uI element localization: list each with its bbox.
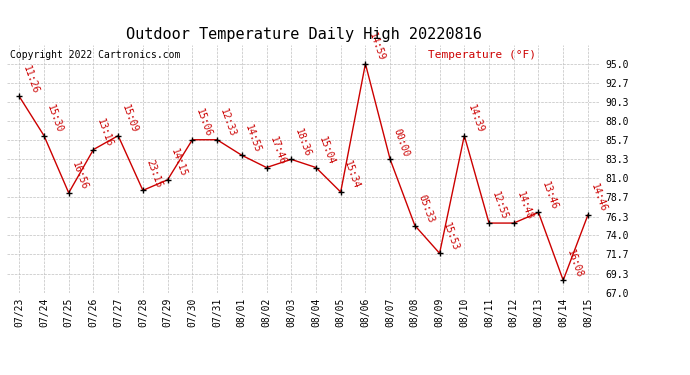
Text: 05:33: 05:33 — [416, 193, 435, 224]
Text: 00:00: 00:00 — [391, 127, 411, 158]
Text: 16:08: 16:08 — [564, 248, 584, 279]
Text: 11:26: 11:26 — [21, 64, 40, 95]
Text: 13:46: 13:46 — [540, 180, 560, 211]
Text: 12:33: 12:33 — [219, 107, 238, 138]
Text: 14:15: 14:15 — [169, 147, 188, 178]
Text: 14:55: 14:55 — [243, 123, 263, 154]
Text: 14:59: 14:59 — [367, 32, 386, 62]
Text: 15:09: 15:09 — [119, 103, 139, 134]
Title: Outdoor Temperature Daily High 20220816: Outdoor Temperature Daily High 20220816 — [126, 27, 482, 42]
Text: 13:16: 13:16 — [95, 117, 115, 148]
Text: 15:04: 15:04 — [317, 135, 337, 166]
Text: 17:46: 17:46 — [268, 135, 287, 166]
Text: 16:56: 16:56 — [70, 160, 90, 192]
Text: 14:39: 14:39 — [466, 103, 485, 134]
Text: 15:53: 15:53 — [441, 221, 460, 252]
Text: 15:30: 15:30 — [46, 103, 65, 134]
Text: 15:34: 15:34 — [342, 160, 362, 190]
Text: 14:46: 14:46 — [589, 183, 609, 213]
Text: 15:06: 15:06 — [194, 107, 213, 138]
Text: 18:36: 18:36 — [293, 127, 312, 158]
Text: 12:55: 12:55 — [491, 190, 510, 222]
Text: 14:48: 14:48 — [515, 190, 535, 222]
Text: Temperature (°F): Temperature (°F) — [428, 50, 536, 60]
Text: 23:15: 23:15 — [144, 158, 164, 189]
Text: Copyright 2022 Cartronics.com: Copyright 2022 Cartronics.com — [10, 50, 181, 60]
